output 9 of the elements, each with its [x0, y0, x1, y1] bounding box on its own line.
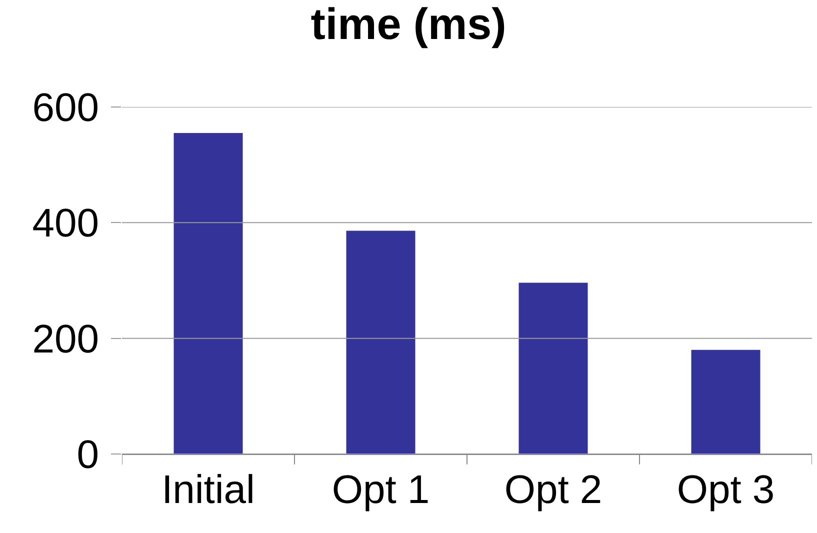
y-tick-label: 400	[32, 202, 99, 246]
x-tick-label: Opt 2	[504, 468, 602, 512]
y-tick-label: 0	[76, 433, 99, 477]
x-tick-label: Initial	[162, 468, 255, 512]
x-tick-label: Opt 3	[676, 468, 775, 512]
x-tick-label: Opt 1	[332, 468, 430, 512]
y-tick-label: 600	[32, 86, 99, 130]
chart-title: time (ms)	[310, 0, 506, 49]
y-tick-label: 200	[32, 317, 99, 362]
